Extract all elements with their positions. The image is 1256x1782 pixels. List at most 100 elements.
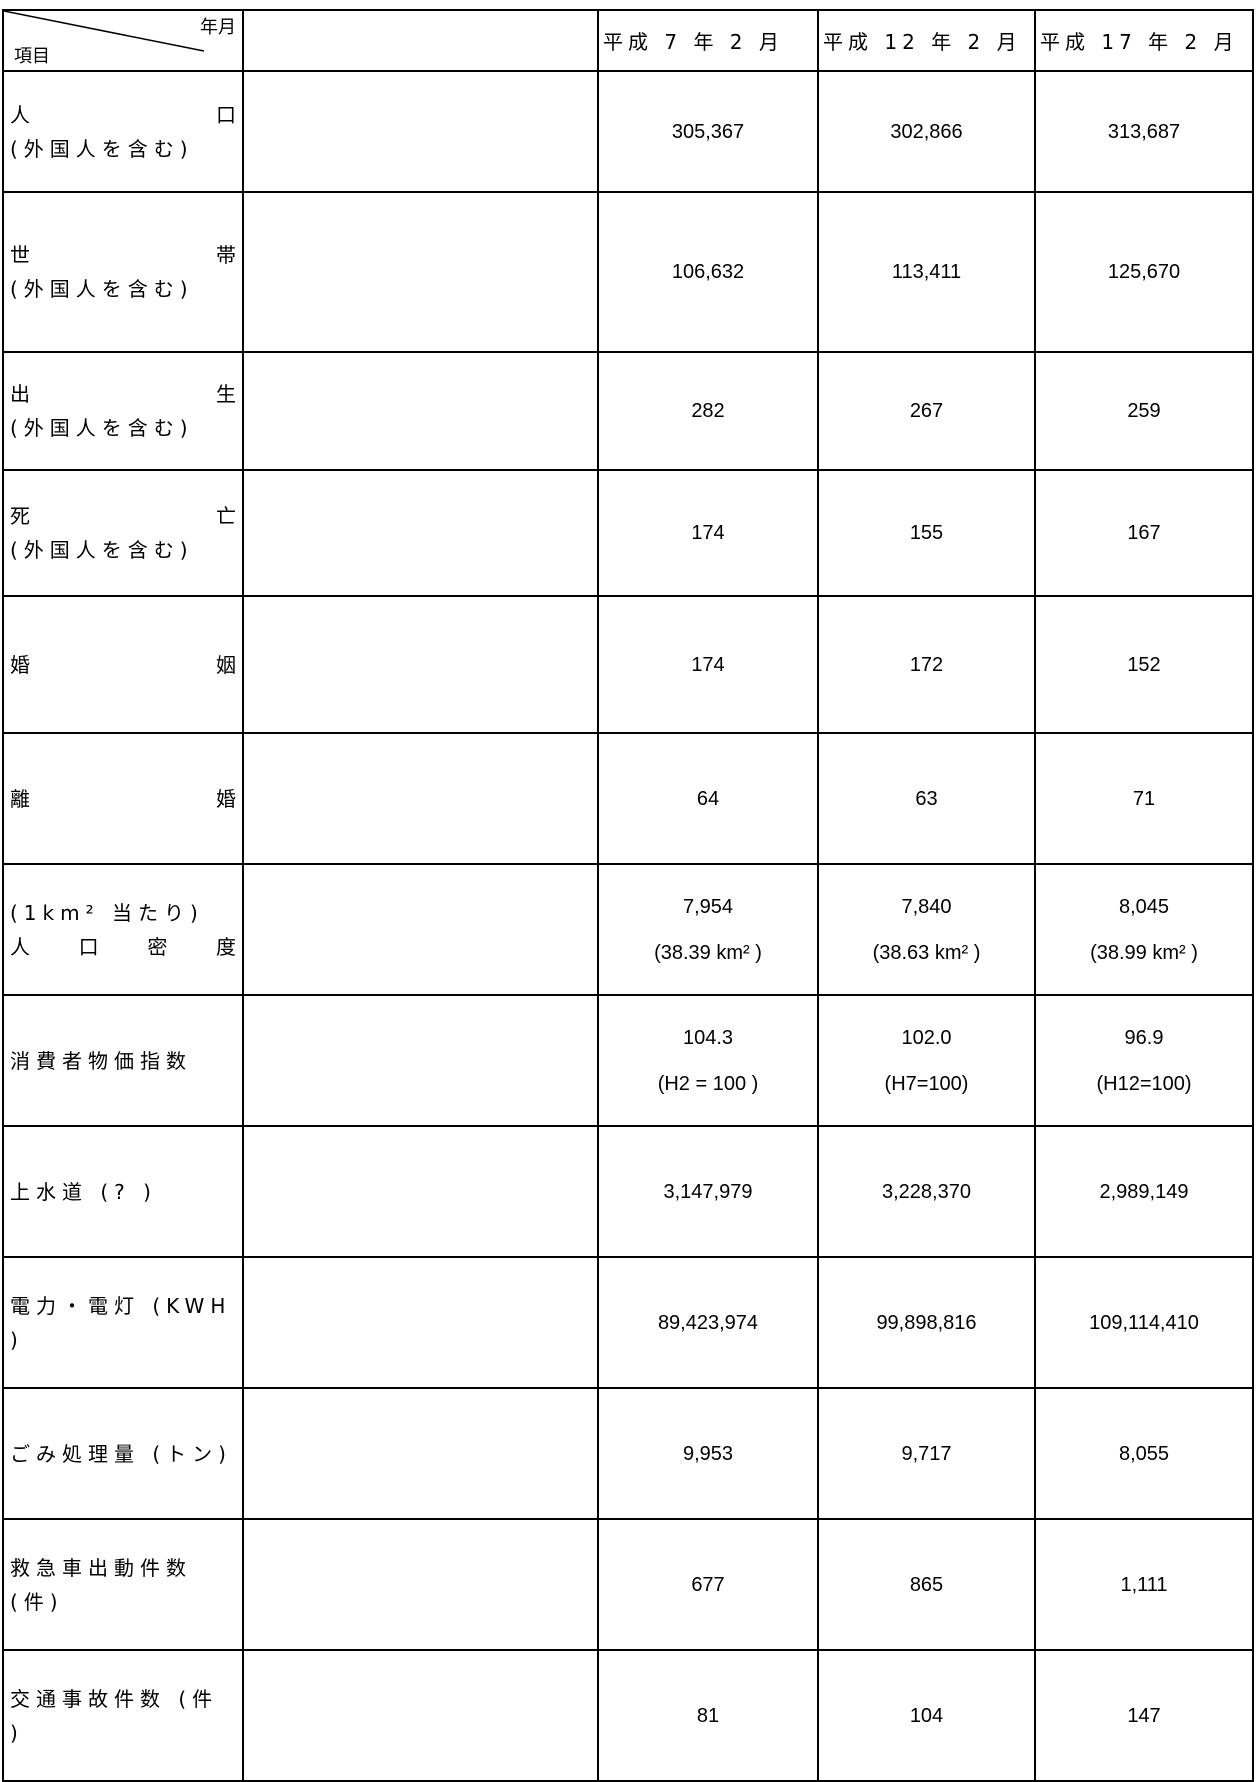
value-line: 104.3 [682, 1026, 734, 1049]
value-line: 7,954 [682, 895, 734, 918]
value-cell: 109,114,410 [1034, 1256, 1254, 1389]
value-line: 174 [691, 522, 725, 544]
value-line: 172 [909, 653, 944, 676]
value-cell: 96.9 (H12=100) [1034, 994, 1254, 1127]
label-line: 婚 姻 [10, 652, 236, 677]
corner-bottom: 項目 [14, 46, 50, 67]
value-cell: 9,717 [817, 1387, 1036, 1520]
row-label: 出 生 (外国人を含む) [2, 351, 244, 471]
value-line: 174 [691, 653, 725, 676]
value-line: 152 [1127, 653, 1161, 676]
corner-top: 年月 [200, 17, 236, 38]
value-line: 305,367 [671, 120, 745, 143]
illustration [242, 863, 599, 996]
value-line: 63 [915, 787, 938, 810]
label-line: 世 帯 [10, 243, 236, 267]
value-line: (38.99 km² ) [1090, 941, 1198, 964]
value-cell: 7,954 (38.39 km² ) [597, 863, 819, 996]
value-cell: 81 [597, 1649, 819, 1782]
value-cell: 282 [597, 351, 819, 471]
label-line: 救急車出動件数 (件) [10, 1555, 192, 1614]
value-cell: 71 [1034, 732, 1254, 865]
value-line: 302,866 [890, 120, 963, 143]
data-row: 救急車出動件数 (件) 677 865 1,111 [2, 1518, 1254, 1651]
label-line: 電力・電灯 (KWH ) [10, 1293, 232, 1352]
label-line: ごみ処理量 (トン) [10, 1441, 232, 1466]
value-line: 99,898,816 [876, 1311, 977, 1334]
value-line: 155 [909, 522, 944, 544]
data-row: 世 帯 (外国人を含む) 106,632 113,411 125,670 [2, 191, 1254, 353]
value-line: 2,989,149 [1099, 1180, 1189, 1203]
illustration [242, 1125, 599, 1258]
value-line: 282 [691, 400, 725, 422]
value-line: (H12=100) [1096, 1072, 1192, 1095]
value-cell: 102.0 (H7=100) [817, 994, 1036, 1127]
value-line: 865 [909, 1573, 944, 1596]
label-line: (外国人を含む) [10, 136, 194, 161]
value-cell: 63 [817, 732, 1036, 865]
value-line: (38.39 km² ) [654, 941, 762, 964]
value-cell: 267 [817, 351, 1036, 471]
value-line: 3,228,370 [882, 1180, 971, 1203]
diagonal [4, 11, 205, 52]
label-line: 上水道 (? ) [10, 1179, 157, 1204]
label-line: 出 生 [10, 382, 236, 406]
row-label: 上水道 (? ) [2, 1125, 244, 1258]
value-line: 96.9 [1124, 1026, 1164, 1049]
value-cell: 104.3 (H2 = 100 ) [597, 994, 819, 1127]
value-line: (H2 = 100 ) [657, 1072, 759, 1095]
data-row: 離 婚 64 63 71 [2, 732, 1254, 865]
value-line: 259 [1127, 400, 1161, 422]
value-line: 125,670 [1107, 261, 1181, 283]
data-row: 婚 姻 174 172 152 [2, 595, 1254, 734]
illustration [242, 469, 599, 597]
row-label: 交通事故件数 (件 ) [2, 1649, 244, 1782]
value-cell: 152 [1034, 595, 1254, 734]
illustration [242, 351, 599, 471]
row-label: 死 亡 (外国人を含む) [2, 469, 244, 597]
row-label: 世 帯 (外国人を含む) [2, 191, 244, 353]
value-line: 9,953 [682, 1442, 734, 1465]
value-line: (38.63 km² ) [872, 941, 981, 964]
value-cell: 302,866 [817, 70, 1036, 193]
value-line: 104 [909, 1704, 944, 1727]
data-row: 交通事故件数 (件 ) 81 104 147 [2, 1649, 1254, 1782]
illustration [242, 70, 599, 193]
row-label: (1km² 当たり) 人 口 密 度 [2, 863, 244, 996]
value-cell: 305,367 [597, 70, 819, 193]
corner-cell: 年月 項目 [2, 9, 244, 72]
value-cell: 104 [817, 1649, 1036, 1782]
row-label: 救急車出動件数 (件) [2, 1518, 244, 1651]
data-row: 消費者物価指数 104.3 (H2 = 100 ) 102.0 (H7=100) 96.9… [2, 994, 1254, 1127]
label-line: (外国人を含む) [10, 416, 194, 440]
label-line: 交通事故件数 (件 ) [10, 1686, 219, 1745]
value-line: 7,840 [901, 895, 952, 918]
label-line: 人 口 [10, 102, 236, 127]
value-cell: 99,898,816 [817, 1256, 1036, 1389]
value-cell: 313,687 [1034, 70, 1254, 193]
value-line: 89,423,974 [657, 1311, 759, 1334]
row-label: 婚 姻 [2, 595, 244, 734]
value-cell: 155 [817, 469, 1036, 597]
value-line: 81 [696, 1704, 720, 1727]
data-row: 人 口 (外国人を含む) 305,367 302,866 313,687 [2, 70, 1254, 193]
value-cell: 2,989,149 [1034, 1125, 1254, 1258]
data-row: ごみ処理量 (トン) 9,953 9,717 8,055 [2, 1387, 1254, 1520]
data-row: 電力・電灯 (KWH ) 89,423,974 99,898,816 109,114,… [2, 1256, 1254, 1389]
header-row: 年月 項目 平成 7 年 2 月平成 12 年 2 月平成 17 年 2 月 [2, 9, 1254, 72]
value-line: (H7=100) [884, 1072, 969, 1095]
illustration [242, 732, 599, 865]
row-label: ごみ処理量 (トン) [2, 1387, 244, 1520]
blank-header [242, 9, 599, 72]
value-cell: 8,045 (38.99 km² ) [1034, 863, 1254, 996]
label-line: (外国人を含む) [10, 277, 194, 301]
value-cell: 8,055 [1034, 1387, 1254, 1520]
value-line: 71 [1132, 787, 1156, 810]
value-cell: 106,632 [597, 191, 819, 353]
value-cell: 3,147,979 [597, 1125, 819, 1258]
data-row: 死 亡 (外国人を含む) 174 155 167 [2, 469, 1254, 597]
value-line: 8,055 [1118, 1442, 1170, 1465]
illustration [242, 1387, 599, 1520]
value-cell: 3,228,370 [817, 1125, 1036, 1258]
label-line: 死 亡 [10, 504, 236, 528]
